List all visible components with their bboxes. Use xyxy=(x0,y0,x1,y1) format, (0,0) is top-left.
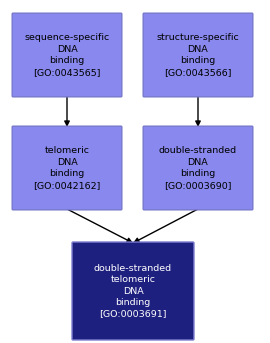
Text: sequence-specific
DNA
binding
[GO:0043565]: sequence-specific DNA binding [GO:004356… xyxy=(24,33,110,77)
Text: structure-specific
DNA
binding
[GO:0043566]: structure-specific DNA binding [GO:00435… xyxy=(157,33,239,77)
FancyBboxPatch shape xyxy=(143,13,253,97)
FancyBboxPatch shape xyxy=(12,13,122,97)
FancyBboxPatch shape xyxy=(12,126,122,210)
Text: double-stranded
DNA
binding
[GO:0003690]: double-stranded DNA binding [GO:0003690] xyxy=(159,146,237,190)
FancyBboxPatch shape xyxy=(72,242,194,340)
Text: telomeric
DNA
binding
[GO:0042162]: telomeric DNA binding [GO:0042162] xyxy=(33,146,101,190)
Text: double-stranded
telomeric
DNA
binding
[GO:0003691]: double-stranded telomeric DNA binding [G… xyxy=(94,264,172,318)
FancyBboxPatch shape xyxy=(143,126,253,210)
